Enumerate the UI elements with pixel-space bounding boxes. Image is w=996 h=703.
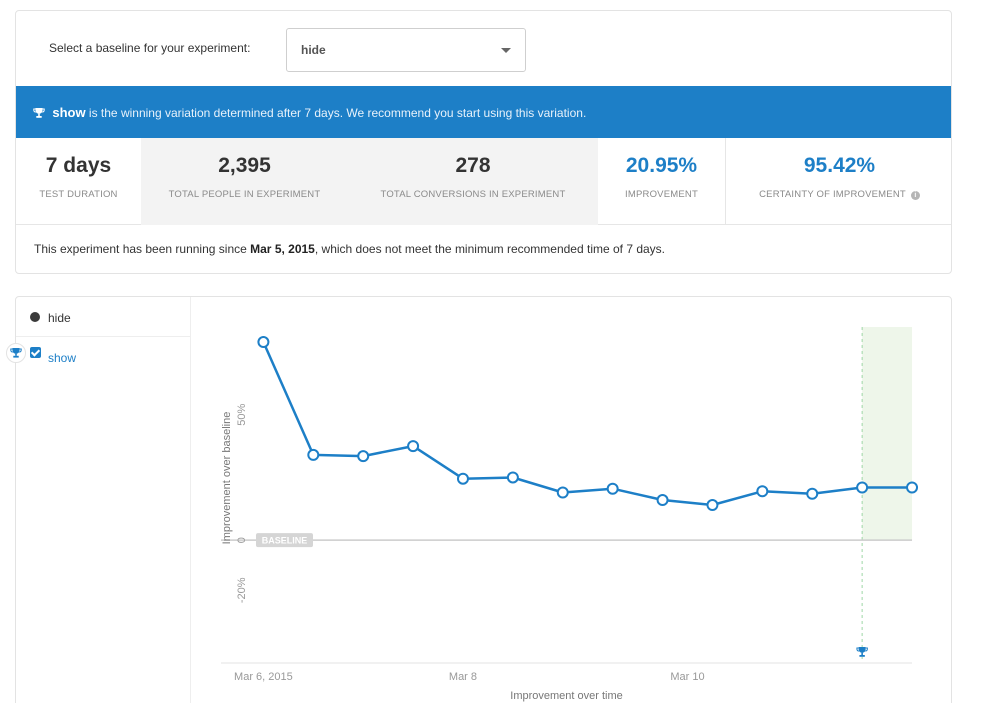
series-line-show bbox=[262, 341, 912, 507]
data-point[interactable] bbox=[506, 471, 519, 484]
y-axis-title: Improvement over baseline bbox=[221, 412, 233, 545]
x-axis-title: Improvement over time bbox=[510, 690, 622, 702]
legend-item-variation[interactable]: show bbox=[16, 337, 191, 377]
data-point[interactable] bbox=[706, 499, 719, 512]
trophy-icon bbox=[33, 108, 45, 118]
legend-panel: hide show bbox=[6, 297, 191, 703]
data-point[interactable] bbox=[756, 485, 769, 498]
winner-message: is the winning variation determined afte… bbox=[88, 106, 587, 120]
info-icon[interactable]: i bbox=[910, 191, 920, 200]
chevron-down-icon bbox=[501, 48, 511, 53]
stat-value: 2,395 bbox=[218, 154, 271, 177]
stat-value: 278 bbox=[455, 154, 491, 177]
data-point[interactable] bbox=[856, 481, 869, 494]
baseline-tag-label: BASELINE bbox=[262, 536, 308, 546]
legend-label: show bbox=[48, 351, 77, 365]
y-tick-label: 50% bbox=[236, 404, 248, 426]
improvement-chart: BASELINE 50% 0 -20% Improvement over baselin… bbox=[221, 327, 919, 702]
stat-value: 95.42% bbox=[803, 154, 876, 177]
winner-badge bbox=[6, 343, 26, 363]
stat-total-conversions: 278 TOTAL CONVERSIONS IN EXPERIMENT bbox=[348, 138, 598, 225]
baseline-dropdown[interactable]: hide bbox=[286, 28, 526, 72]
legend-label: hide bbox=[48, 311, 71, 325]
data-point[interactable] bbox=[606, 482, 619, 495]
legend-item-baseline[interactable]: hide bbox=[16, 297, 191, 337]
stat-total-people: 2,395 TOTAL PEOPLE IN EXPERIMENT bbox=[141, 138, 348, 225]
x-tick-label: Mar 10 bbox=[670, 671, 704, 683]
data-point[interactable] bbox=[456, 472, 469, 485]
variation-checkbox[interactable] bbox=[30, 347, 41, 358]
y-tick-label: -20% bbox=[236, 577, 248, 603]
y-tick-label: 0 bbox=[236, 537, 248, 543]
data-point[interactable] bbox=[357, 450, 370, 463]
stat-label: TEST DURATION bbox=[39, 189, 118, 200]
x-tick-label: Mar 6, 2015 bbox=[234, 671, 293, 683]
baseline-label: Select a baseline for your experiment: bbox=[49, 41, 251, 55]
data-point[interactable] bbox=[556, 486, 569, 499]
data-point[interactable] bbox=[307, 448, 320, 461]
stat-improvement: 20.95% IMPROVEMENT bbox=[598, 138, 726, 225]
note-suffix: , which does not meet the minimum recomm… bbox=[314, 242, 666, 256]
stat-label: CERTAINTY OF IMPROVEMENT bbox=[759, 189, 906, 200]
stat-certainty: 95.42% CERTAINTY OF IMPROVEMENT i bbox=[726, 138, 951, 225]
experiment-summary-card: Select a baseline for your experiment: h… bbox=[15, 10, 952, 274]
x-tick-label: Mar 8 bbox=[449, 671, 477, 683]
trophy-icon bbox=[10, 348, 22, 358]
data-point[interactable] bbox=[906, 481, 919, 494]
trophy-icon[interactable] bbox=[856, 647, 868, 657]
stat-label: TOTAL CONVERSIONS IN EXPERIMENT bbox=[380, 189, 566, 200]
chart-card: hide show BASELINE 50% 0 -20% Improvement ov… bbox=[6, 296, 952, 703]
data-point[interactable] bbox=[257, 336, 270, 349]
data-point[interactable] bbox=[806, 487, 819, 500]
experiment-duration-note: This experiment has been running since M… bbox=[34, 242, 665, 256]
winner-name: show bbox=[52, 105, 86, 120]
stat-test-duration: 7 days TEST DURATION bbox=[16, 138, 141, 225]
baseline-dropdown-value: hide bbox=[301, 43, 326, 57]
note-date: Mar 5, 2015 bbox=[250, 242, 315, 256]
baseline-tag bbox=[256, 533, 313, 548]
data-point[interactable] bbox=[407, 440, 420, 453]
baseline-dot-icon bbox=[30, 312, 40, 322]
winner-zone bbox=[862, 327, 913, 541]
stat-label: IMPROVEMENT bbox=[625, 189, 698, 200]
stat-label: TOTAL PEOPLE IN EXPERIMENT bbox=[168, 189, 321, 200]
baseline-selector-row: Select a baseline for your experiment: h… bbox=[16, 11, 951, 86]
stats-row: 7 days TEST DURATION 2,395 TOTAL PEOPLE … bbox=[16, 138, 951, 225]
stat-value: 20.95% bbox=[625, 154, 698, 177]
winner-banner: show is the winning variation determined… bbox=[16, 86, 951, 138]
note-prefix: This experiment has been running since bbox=[34, 242, 247, 256]
stat-label-wrap: CERTAINTY OF IMPROVEMENT i bbox=[726, 189, 951, 200]
stat-value: 7 days bbox=[45, 154, 112, 177]
data-point[interactable] bbox=[656, 494, 669, 507]
